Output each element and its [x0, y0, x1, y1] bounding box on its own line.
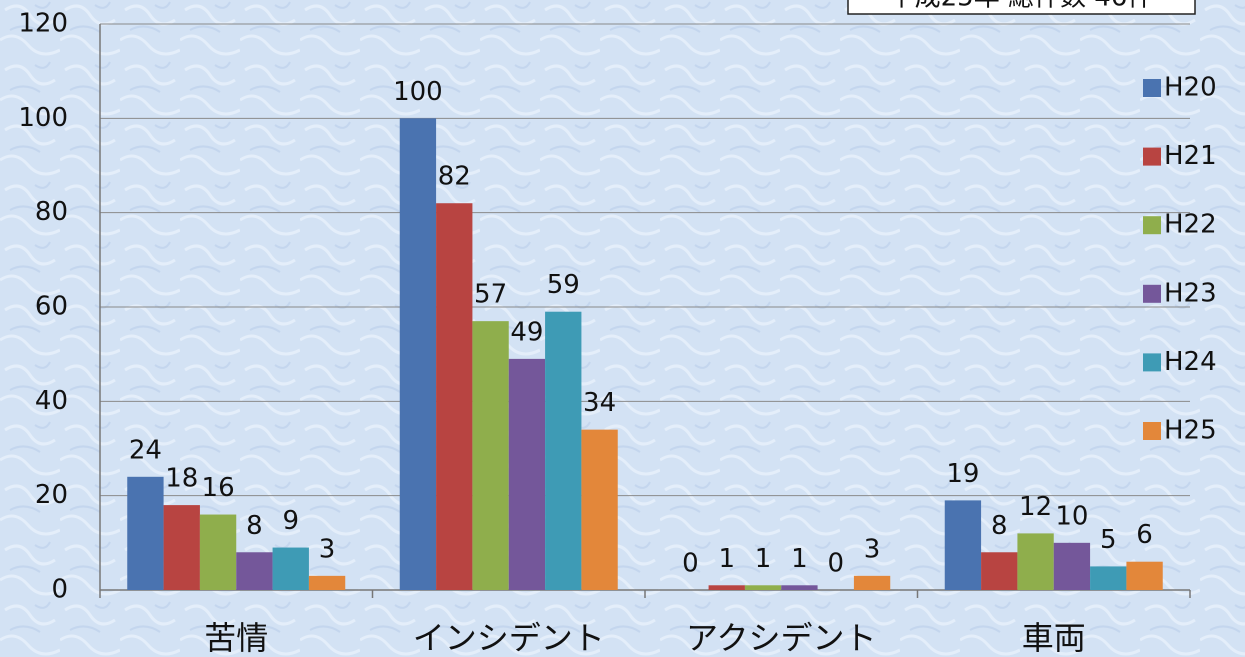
legend-swatch	[1143, 216, 1161, 235]
data-label: 3	[864, 534, 881, 564]
bar	[308, 575, 346, 590]
legend-swatch	[1143, 147, 1161, 166]
legend-swatch	[1143, 284, 1161, 303]
data-label: 8	[246, 511, 263, 541]
y-tick-label: 40	[35, 386, 68, 416]
data-label: 0	[682, 549, 699, 579]
bar	[781, 585, 818, 590]
bar	[272, 547, 309, 590]
data-label: 3	[319, 534, 336, 564]
bar	[545, 311, 582, 590]
legend-label: H22	[1164, 210, 1217, 240]
bar	[508, 358, 546, 590]
data-label: 9	[282, 506, 299, 536]
data-label: 19	[946, 459, 979, 489]
legend-swatch	[1143, 422, 1161, 440]
bar	[853, 575, 891, 590]
data-label: 49	[510, 317, 543, 347]
annotation-box	[847, 0, 1196, 15]
data-label: 82	[438, 162, 471, 192]
data-label: 6	[1136, 520, 1153, 550]
legend-swatch	[1143, 79, 1161, 97]
bar	[581, 429, 618, 590]
bar	[399, 118, 437, 590]
bar	[199, 514, 237, 590]
data-label: 8	[991, 511, 1008, 541]
data-label: 12	[1019, 492, 1052, 522]
bar	[1126, 561, 1163, 590]
data-label: 24	[129, 435, 162, 465]
data-label: 10	[1055, 501, 1088, 531]
y-tick-label: 120	[18, 9, 68, 39]
data-label: 1	[718, 544, 735, 574]
annotation: 平成25年 総件数 46件	[889, 0, 1154, 13]
data-label: 0	[827, 549, 844, 579]
x-tick-label: インシデント	[413, 619, 605, 657]
y-tick-label: 80	[35, 197, 68, 227]
data-label: 18	[165, 464, 198, 494]
legend-swatch	[1143, 353, 1161, 372]
data-label: 100	[393, 77, 443, 107]
legend-label: H20	[1164, 73, 1217, 103]
x-tick-label: 苦情	[204, 619, 268, 657]
y-tick-label: 60	[35, 292, 68, 322]
bar	[163, 505, 200, 590]
data-label: 34	[583, 388, 616, 418]
x-tick-label: 車両	[1022, 619, 1086, 657]
legend-label: H23	[1164, 278, 1217, 308]
bar	[944, 500, 982, 590]
y-tick-label: 100	[18, 103, 68, 133]
bar	[744, 585, 782, 590]
data-label: 1	[791, 544, 808, 574]
bar	[472, 321, 509, 590]
legend-label: H21	[1164, 141, 1217, 171]
legend-label: H24	[1164, 347, 1217, 377]
bar	[981, 552, 1018, 590]
data-label: 1	[755, 544, 772, 574]
bar	[1090, 566, 1127, 590]
data-label: 59	[547, 270, 580, 300]
bar	[436, 203, 473, 590]
y-tick-label: 0	[51, 575, 68, 605]
data-label: 5	[1100, 525, 1117, 555]
bar	[236, 552, 273, 590]
bar	[1053, 542, 1091, 590]
data-label: 57	[474, 280, 507, 310]
data-label: 16	[202, 473, 235, 503]
bar	[1017, 533, 1054, 590]
bar	[127, 476, 164, 590]
legend-label: H25	[1164, 416, 1217, 446]
x-tick-label: アクシデント	[686, 619, 876, 657]
bar	[708, 585, 745, 590]
y-tick-label: 20	[35, 480, 68, 510]
